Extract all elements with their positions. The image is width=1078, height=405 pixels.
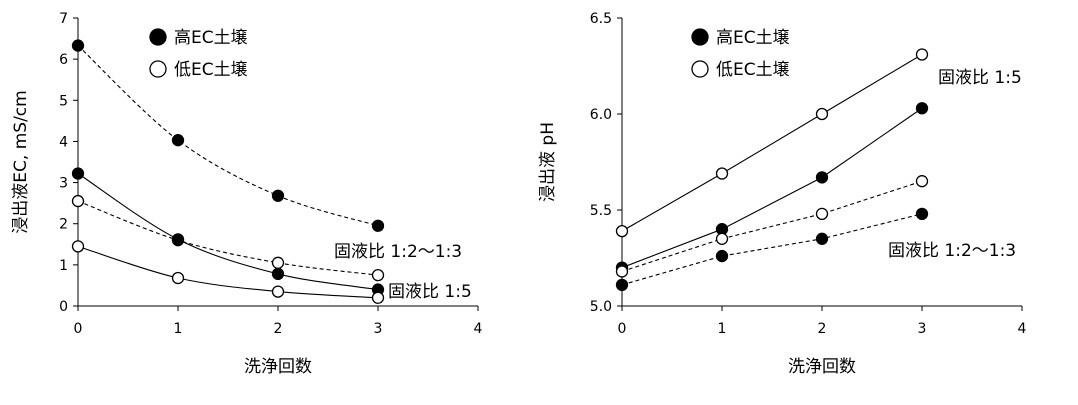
y-tick-label: 6.0 (590, 107, 612, 123)
data-point-series-2 (271, 267, 285, 281)
data-point-series-2 (815, 207, 829, 220)
annotation-label: 固液比 1:5 (938, 68, 1022, 88)
legend-marker-filled (149, 28, 167, 46)
data-point-series-3 (915, 207, 929, 220)
x-axis-label: 洗浄回数 (244, 357, 312, 377)
x-tick-label: 1 (174, 321, 183, 337)
chart-panel-0: 0 1 2 3 4 5 6 7 0 1 2 3 4 洗浄回数 浸出液EC, mS/cm 高EC土壌低EC土壌固… (11, 11, 483, 377)
y-tick-label: 5.0 (590, 299, 612, 315)
series-line-0 (621, 54, 923, 232)
y-tick-label: 3 (59, 176, 68, 192)
x-tick-label: 0 (74, 321, 83, 337)
data-point-series-0 (71, 39, 85, 52)
series-line-3 (77, 245, 379, 299)
legend-marker-open (149, 60, 167, 78)
data-point-series-0 (615, 224, 629, 238)
series-line-3 (621, 213, 923, 286)
legend-label: 高EC土壌 (174, 28, 248, 48)
data-point-series-3 (71, 240, 85, 253)
series-line-1 (77, 200, 379, 276)
series-line-2 (621, 180, 923, 272)
data-point-series-0 (715, 167, 729, 180)
x-tick-label: 0 (618, 321, 627, 337)
series-line-0 (77, 45, 379, 227)
x-axis-label: 洗浄回数 (788, 357, 856, 377)
series-line-1 (621, 107, 923, 269)
x-tick-label: 4 (474, 321, 483, 337)
y-tick-label: 2 (59, 217, 68, 233)
x-tick-label: 3 (374, 321, 383, 337)
legend-marker-filled (691, 28, 709, 46)
data-point-series-2 (615, 265, 629, 278)
y-tick-label: 7 (59, 11, 68, 27)
data-point-series-1 (815, 171, 829, 184)
annotation-label: 固液比 1:2～1:3 (888, 241, 1016, 261)
x-tick-label: 1 (718, 321, 727, 337)
x-tick-label: 2 (274, 321, 283, 337)
y-tick-label: 6.5 (590, 11, 612, 27)
data-point-series-1 (915, 102, 929, 115)
annotation-label: 固液比 1:2～1:3 (334, 242, 462, 262)
legend-label: 低EC土壌 (716, 60, 790, 80)
x-tick-label: 4 (1018, 321, 1027, 337)
y-tick-label: 1 (59, 258, 68, 274)
annotation-label: 固液比 1:5 (388, 282, 472, 302)
legend-label: 低EC土壌 (174, 60, 248, 80)
data-point-series-3 (815, 232, 829, 245)
series-line-2 (77, 173, 379, 291)
data-point-series-2 (171, 233, 185, 246)
x-tick-label: 3 (918, 321, 927, 337)
data-point-series-0 (371, 219, 385, 232)
data-point-series-3 (615, 278, 629, 292)
data-point-series-0 (171, 134, 185, 147)
data-point-series-1 (371, 268, 385, 282)
data-point-series-3 (371, 291, 385, 304)
y-axis-label: 浸出液 pH (538, 122, 558, 202)
data-point-series-1 (271, 256, 285, 269)
data-point-series-3 (715, 249, 729, 263)
legend-marker-open (691, 60, 709, 78)
data-point-series-1 (71, 194, 85, 208)
data-point-series-3 (171, 271, 185, 285)
x-tick-label: 2 (818, 321, 827, 337)
y-tick-label: 5 (59, 93, 68, 109)
y-tick-label: 5.5 (590, 203, 612, 219)
data-point-series-0 (815, 107, 829, 121)
legend-label: 高EC土壌 (716, 28, 790, 48)
data-point-series-0 (915, 48, 929, 61)
y-tick-label: 4 (59, 134, 68, 150)
y-tick-label: 0 (59, 299, 68, 315)
data-point-series-2 (71, 167, 85, 180)
data-point-series-0 (271, 189, 285, 202)
data-point-series-2 (915, 175, 929, 188)
y-axis-label: 浸出液EC, mS/cm (11, 90, 31, 233)
data-point-series-3 (271, 285, 285, 298)
y-tick-label: 6 (59, 52, 68, 68)
data-point-series-2 (715, 232, 729, 245)
